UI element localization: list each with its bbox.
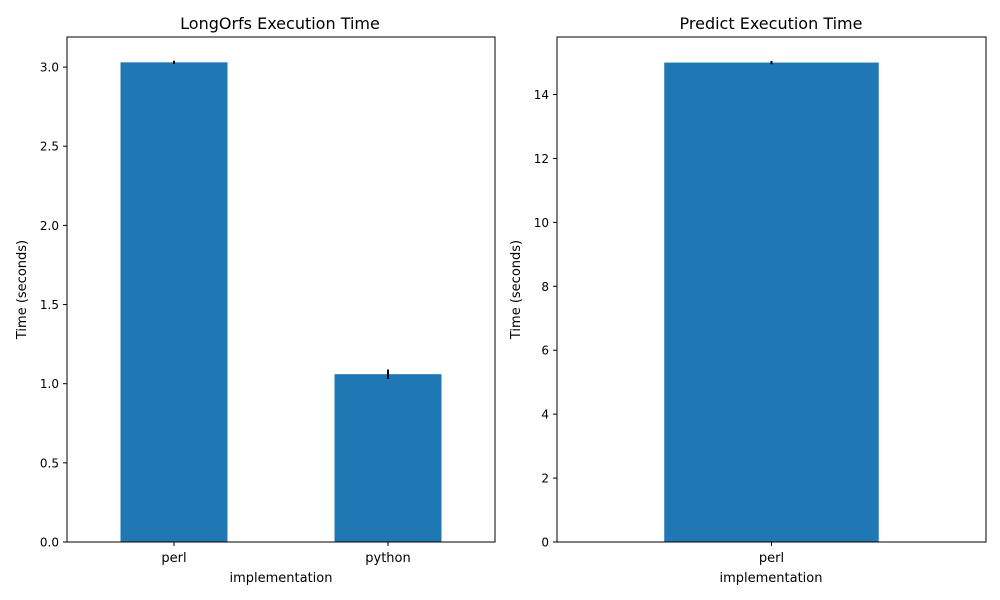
plot-area: perl python 0.0 0.5 1.0 1.5 2.0 2.5 3.0 bbox=[40, 61, 442, 566]
x-axis-label: implementation bbox=[229, 571, 332, 586]
y-tick-label: 6 bbox=[541, 344, 549, 358]
y-tick-label: 3.0 bbox=[40, 61, 59, 75]
y-tick-label: 14 bbox=[534, 88, 549, 102]
longorfs-chart: LongOrfs Execution Time perl python 0.0 0.5… bbox=[15, 14, 496, 586]
y-tick-label: 10 bbox=[534, 216, 549, 230]
y-tick-label: 0 bbox=[541, 536, 549, 550]
axes-frame bbox=[66, 36, 496, 543]
y-axis-label: Time (seconds) bbox=[509, 240, 524, 340]
y-tick-label: 2.5 bbox=[40, 140, 59, 154]
y-tick-label: 1.0 bbox=[40, 377, 59, 391]
x-tick-label: perl bbox=[759, 551, 784, 566]
chart-title: LongOrfs Execution Time bbox=[180, 14, 380, 33]
y-tick-label: 0.5 bbox=[40, 456, 59, 470]
y-tick-label: 12 bbox=[534, 152, 549, 166]
bar bbox=[664, 62, 879, 543]
y-tick-label: 0.0 bbox=[40, 536, 59, 550]
y-tick-label: 2.0 bbox=[40, 219, 59, 233]
x-axis-label: implementation bbox=[719, 571, 822, 586]
y-tick-label: 2 bbox=[541, 472, 549, 486]
x-tick-label: python bbox=[365, 551, 410, 566]
chart-title: Predict Execution Time bbox=[680, 14, 863, 33]
predict-chart: Predict Execution Time perl 0 2 4 6 8 10 12 14 i… bbox=[509, 14, 987, 586]
bar bbox=[334, 374, 442, 542]
y-tick-label: 4 bbox=[541, 408, 549, 422]
y-tick-label: 8 bbox=[541, 280, 549, 294]
y-tick-label: 1.5 bbox=[40, 298, 59, 312]
axes-frame bbox=[556, 36, 987, 543]
bar bbox=[120, 62, 228, 542]
y-axis-label: Time (seconds) bbox=[15, 240, 30, 340]
plot-area: perl 0 2 4 6 8 10 12 14 bbox=[534, 60, 879, 566]
x-tick-label: perl bbox=[161, 551, 186, 566]
